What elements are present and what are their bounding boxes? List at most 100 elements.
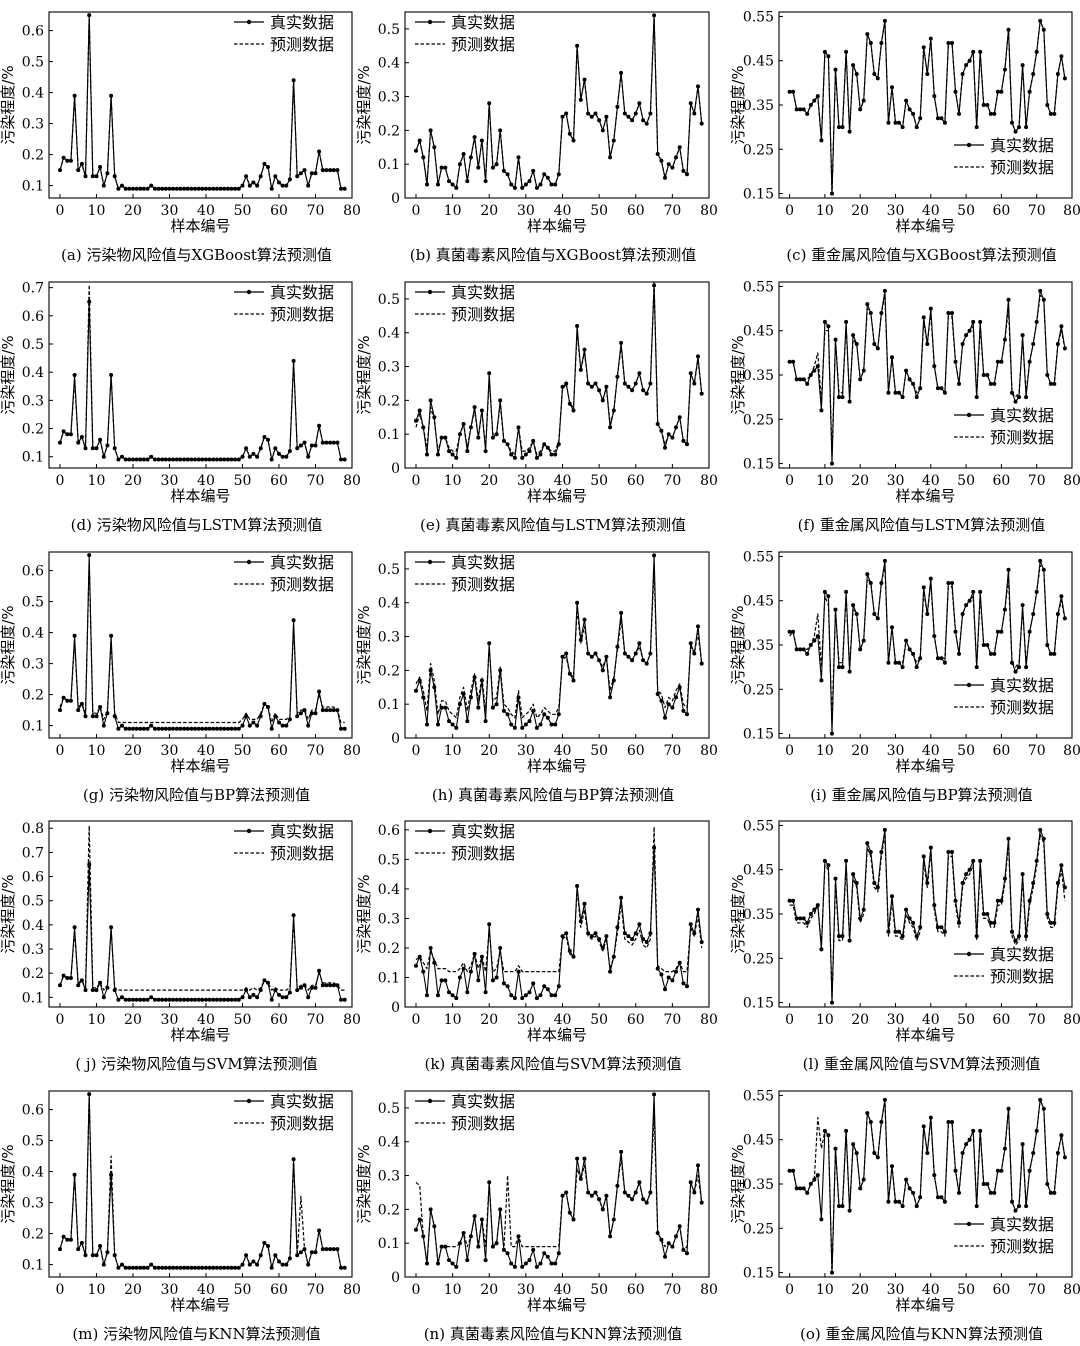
data-point [200, 726, 205, 731]
legend-marker [427, 289, 433, 295]
data-point [116, 1265, 121, 1270]
data-point [189, 726, 194, 731]
data-point [105, 171, 110, 176]
data-point [255, 723, 260, 728]
y-tick-label: 0.4 [22, 626, 44, 642]
data-point [608, 695, 613, 700]
x-tick-label: 30 [161, 743, 179, 759]
data-point [123, 726, 128, 731]
data-point [214, 726, 219, 731]
data-point [914, 395, 919, 400]
data-point [571, 408, 576, 413]
y-tick-label: 0.4 [378, 326, 400, 342]
data-point [985, 912, 990, 916]
data-point [174, 457, 179, 462]
x-tick-label: 20 [480, 1282, 498, 1298]
data-point [549, 452, 554, 457]
x-tick-label: 0 [785, 473, 794, 489]
y-tick-label: 0.1 [378, 427, 400, 443]
data-point [309, 985, 314, 990]
x-tick-label: 10 [88, 1282, 106, 1298]
x-tick-label: 80 [700, 473, 718, 489]
data-point [921, 854, 926, 859]
data-point [1006, 27, 1011, 32]
data-point [145, 186, 150, 191]
data-point [98, 437, 103, 442]
data-point [185, 457, 190, 462]
data-point [950, 311, 954, 315]
y-tick-label: 0.7 [22, 845, 44, 861]
data-point [324, 168, 329, 173]
data-point [425, 993, 429, 998]
y-tick-label: 0.2 [378, 393, 400, 409]
data-point [928, 845, 933, 850]
data-point [342, 726, 347, 731]
data-point [127, 457, 132, 462]
legend-label: 预测数据 [990, 158, 1054, 177]
data-point [840, 125, 845, 130]
data-point [291, 358, 296, 363]
data-point [90, 988, 95, 993]
legend-label: 预测数据 [270, 305, 334, 324]
data-point [149, 723, 154, 728]
x-tick-label: 40 [197, 1282, 215, 1298]
data-point [141, 726, 146, 731]
legend-marker [966, 412, 972, 418]
legend-label: 真实数据 [990, 945, 1054, 964]
data-point [505, 712, 510, 717]
data-point [1059, 1133, 1064, 1138]
x-axis-label: 样本编号 [895, 217, 955, 235]
data-point [808, 912, 813, 916]
data-point [512, 455, 517, 460]
data-point [978, 1128, 983, 1133]
data-point [545, 715, 550, 720]
subplot-i: 0.15 0.25 0.35 0.45 0.55 0 10 20 30 40 50 60 70 80 样本编… [729, 549, 1080, 804]
subplot-o: 0.15 0.25 0.35 0.45 0.55 0 10 20 30 40 50 60 70 80 样本编… [729, 1088, 1080, 1343]
data-point [171, 726, 176, 731]
data-point [280, 723, 285, 728]
data-point [417, 1217, 422, 1222]
x-tick-label: 10 [816, 203, 834, 219]
data-point [844, 858, 849, 863]
data-point [787, 629, 792, 634]
legend-label: 真实数据 [451, 822, 515, 841]
data-point [472, 1214, 477, 1219]
data-point [957, 111, 961, 116]
data-point [414, 1227, 418, 1232]
x-tick-label: 10 [444, 473, 462, 489]
y-tick-label: 0.2 [378, 123, 400, 139]
data-point [196, 726, 201, 731]
y-tick-label: 0.2 [22, 1227, 44, 1243]
data-point [182, 726, 187, 731]
x-tick-label: 70 [663, 473, 681, 489]
predicted-data-line [789, 564, 1066, 721]
data-point [417, 408, 422, 413]
x-tick-label: 0 [412, 203, 421, 219]
data-point [681, 981, 686, 986]
data-point [619, 70, 624, 75]
data-point [131, 1265, 135, 1270]
y-tick-label: 0.2 [22, 148, 44, 164]
x-tick-label: 80 [700, 743, 718, 759]
subplot-a: 0.1 0.2 0.3 0.4 0.5 0.6 0 10 20 30 40 50 60 70 80 样本编号 污… [0, 11, 361, 264]
data-point [68, 158, 73, 163]
y-tick-label: 0.15 [743, 727, 774, 743]
data-point [109, 633, 114, 638]
data-point [247, 723, 252, 728]
x-tick-label: 50 [957, 1012, 975, 1028]
legend-marker [246, 559, 252, 565]
data-point [619, 610, 624, 615]
x-axis-label: 样本编号 [895, 1296, 955, 1314]
legend-marker [246, 1098, 252, 1104]
data-point [670, 978, 675, 983]
data-point [630, 937, 635, 942]
data-point [1052, 920, 1057, 925]
y-tick-label: 0.6 [378, 823, 400, 839]
data-point [971, 319, 976, 324]
data-point [236, 726, 241, 731]
y-tick-label: 0.5 [378, 292, 400, 308]
data-point [414, 963, 418, 968]
